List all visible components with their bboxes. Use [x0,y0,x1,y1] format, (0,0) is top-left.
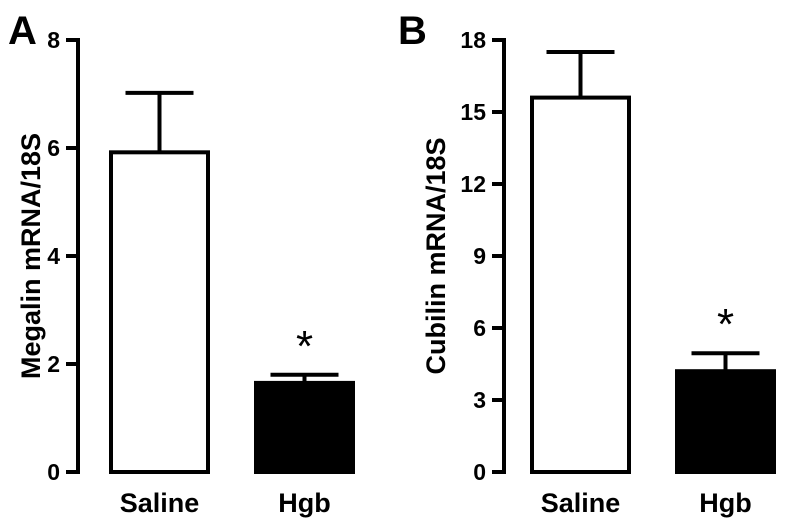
y-tick-label: 8 [47,27,60,53]
y-tick-label: 0 [47,459,60,485]
chart-panel-b: B Cubilin mRNA/18S 0 3 6 9 12 15 18 Saline Hgb * [398,9,776,518]
y-tick-label: 18 [460,27,486,53]
y-tick-label: 2 [47,351,60,377]
y-tick-label: 15 [460,99,486,125]
panel-label: B [398,9,427,53]
chart-panel-a: A Megalin mRNA/18S 0 2 4 6 8 Saline Hgb * [8,9,355,518]
x-category-label: Hgb [699,488,751,518]
significance-marker: * [296,322,313,371]
x-category-label: Saline [120,488,200,518]
bar-saline [109,150,210,474]
y-tick-label: 9 [473,243,486,269]
y-tick-label: 6 [47,135,60,161]
y-tick-label: 4 [47,243,60,269]
bar-saline [530,95,631,474]
bar-hgb [254,380,355,474]
y-tick-label: 0 [473,459,486,485]
y-axis-label: Cubilin mRNA/18S [421,137,451,374]
y-tick-label: 3 [473,387,486,413]
bar-hgb [675,369,776,475]
y-tick-label: 6 [473,315,486,341]
x-category-label: Saline [541,488,621,518]
panel-label: A [8,9,37,53]
significance-marker: * [717,300,734,349]
y-tick-label: 12 [460,171,486,197]
y-axis-label: Megalin mRNA/18S [16,133,46,379]
x-category-label: Hgb [278,488,330,518]
